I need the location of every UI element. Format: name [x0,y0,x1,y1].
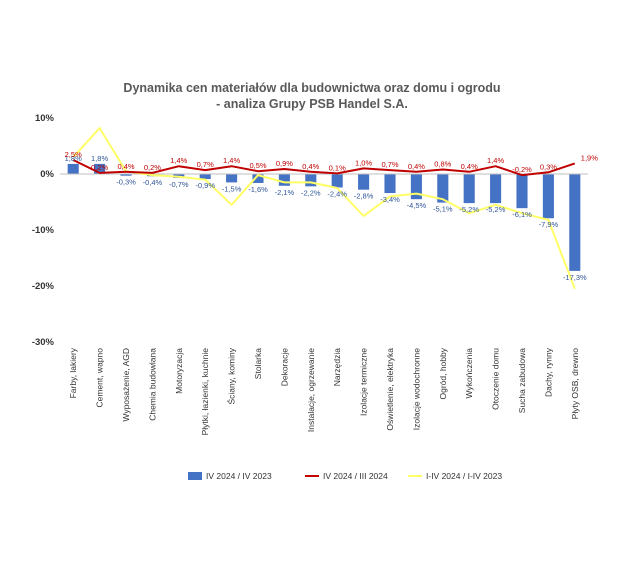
bar-data-label: -0,4% [143,178,163,187]
line-data-label: 0,8% [434,160,451,169]
bar [410,174,422,200]
x-category-label: Wyposażenie, AGD [121,348,131,422]
line-data-label: 0,9% [276,159,293,168]
x-axis: Farby, lakiery Cement, wapno Wyposażenie, … [68,347,580,435]
x-category-label: Ściany, kominy [226,347,237,404]
line-data-label: 0,1% [329,163,346,172]
y-tick-label: -10% [32,225,55,236]
x-category-label: Dachy, rynny [543,347,553,397]
bar [199,174,211,180]
x-category-label: Wykończenia [464,348,474,399]
chart-title-line2: - analiza Grupy PSB Handel S.A. [216,97,408,111]
chart-title-line1: Dynamika cen materiałów dla budownictwa … [123,81,500,95]
bar [252,174,264,183]
bar-data-label: -1,6% [248,185,268,194]
line-data-label: 0,5% [249,161,266,170]
x-category-label: Instalacje, ogrzewanie [306,348,316,432]
bar-data-label: 1,8% [65,154,82,163]
y-tick-label: 0% [40,169,54,180]
x-category-label: Płyty OSB, drewno [570,348,580,420]
bar [384,174,396,194]
y-axis: 10% 0% -10% -20% -30% [32,113,55,348]
line-data-label: 1,9% [581,153,598,162]
bar [278,174,290,186]
line-data-label: 0,7% [197,160,214,169]
line-data-label: 0,4% [302,162,319,171]
bar-data-label: 1,8% [91,154,108,163]
y-tick-label: -30% [32,337,55,348]
legend-label: IV 2024 / IV 2023 [206,471,272,481]
line-data-label: 1,4% [170,156,187,165]
x-category-label: Oświetlenie, elektryka [385,348,395,431]
x-category-label: Ogród, hobby [438,347,448,399]
bar-data-label: -2,2% [301,188,321,197]
bar [120,174,132,176]
bar-series [67,163,581,271]
bar-data-label: -17,3% [563,273,587,282]
bar-data-label: -3,4% [380,195,400,204]
bar-data-label: -2,8% [354,192,374,201]
bar-data-label: -2,1% [275,188,295,197]
bar-data-label: -1,5% [222,184,242,193]
line-series-ytd [72,127,576,290]
bar [331,174,343,188]
bar [67,163,79,174]
bar [437,174,449,203]
bar-data-label: -4,5% [407,201,427,210]
x-category-label: Otoczenie domu [491,348,501,410]
line-data-label: 1,4% [223,156,240,165]
legend-label: I-IV 2024 / I-IV 2023 [426,471,502,481]
data-labels: 1,8% 1,8% -0,3% -0,4% -0,7% -0,9% -1,5% -1,6% -2… [65,150,599,282]
bar [305,174,317,187]
bar-data-label: -2,4% [327,189,347,198]
x-category-label: Chemia budowlana [147,348,157,421]
bar [226,174,238,183]
legend-swatch [188,472,202,480]
line-data-label: 0,4% [461,162,478,171]
line-data-label: 0,3% [540,162,557,171]
x-category-label: Narzędzia [332,348,342,387]
legend-label: IV 2024 / III 2024 [323,471,388,481]
x-category-label: Płytki, łazienki, kuchnie [200,348,210,436]
bar-data-label: -5,1% [433,205,453,214]
bar-data-label: -5,2% [459,205,479,214]
x-category-label: Motoryzacja [174,348,184,394]
x-category-label: Sucha zabudowa [517,348,527,413]
x-category-label: Cement, wapno [95,348,105,408]
line-data-label: 1,4% [487,156,504,165]
bar-data-label: -0,9% [195,181,215,190]
line-data-label: 0,2% [144,163,161,172]
bar [358,174,370,190]
x-category-label: Izolacje termiczne [359,348,369,416]
bar [463,174,475,204]
x-category-label: Izolacje wodochronne [411,348,421,430]
bar [569,174,581,271]
bar-data-label: -7,9% [539,220,559,229]
line-data-label: -0,2% [512,165,532,174]
x-category-label: Stolarka [253,348,263,379]
bar-data-label: -0,7% [169,180,189,189]
bar [490,174,502,204]
bar-data-label: -6,1% [512,210,532,219]
line-data-label: 0,4% [408,162,425,171]
bar [94,163,106,174]
line-series [72,127,576,290]
x-category-label: Farby, lakiery [68,347,78,398]
x-category-label: Dekoracje [279,348,289,387]
y-tick-label: -20% [32,281,55,292]
legend: IV 2024 / IV 2023 IV 2024 / III 2024 I-IV … [188,471,502,481]
bar-data-label: -0,3% [116,178,136,187]
line-data-label: 0,4% [117,162,134,171]
bar-data-label: -5,2% [486,205,506,214]
line-data-label: 0,7% [381,160,398,169]
line-data-label: 1,0% [355,158,372,167]
line-data-label: 2,5% [65,150,82,159]
y-tick-label: 10% [35,113,55,124]
bar [542,174,554,219]
line-series-mom [72,159,576,177]
line-data-label: 0,2% [91,163,108,172]
bar [516,174,528,209]
